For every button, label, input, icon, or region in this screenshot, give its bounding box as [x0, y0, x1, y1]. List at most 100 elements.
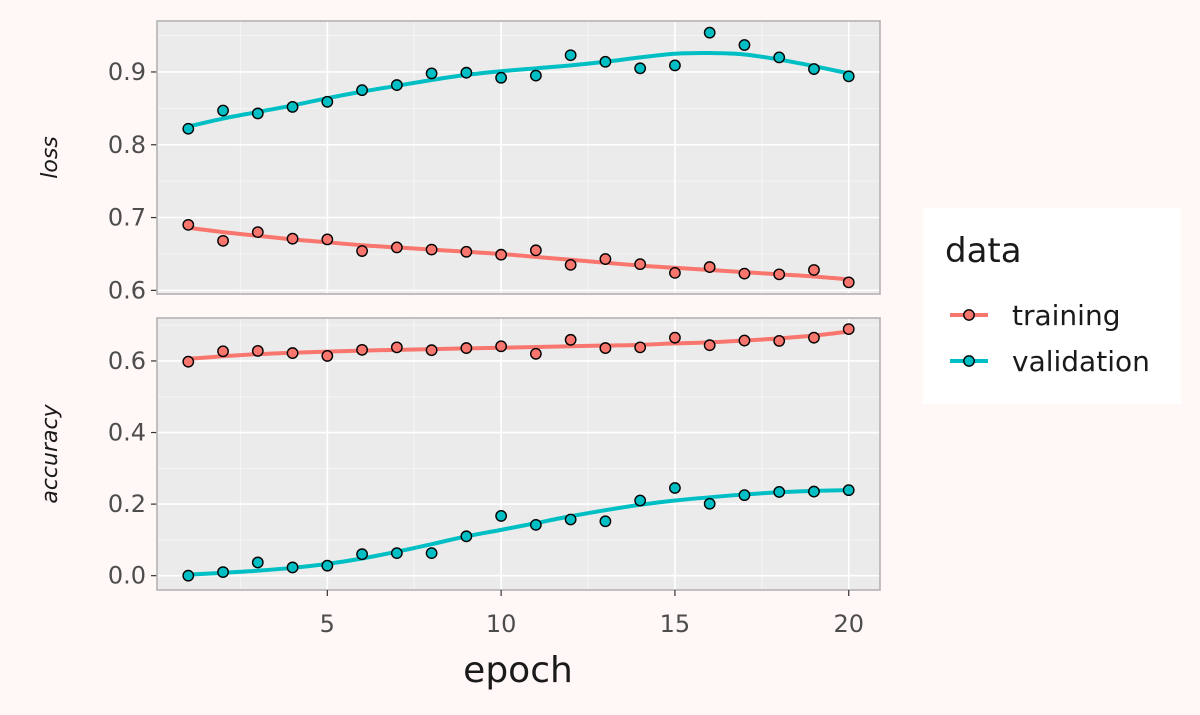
point-training — [460, 245, 473, 258]
point-training — [286, 347, 299, 359]
point-validation — [738, 489, 751, 502]
point-validation — [773, 486, 786, 498]
point-training — [286, 232, 299, 245]
point-training — [356, 245, 368, 257]
y-tick-label: 0.9 — [108, 58, 146, 86]
point-training — [390, 241, 403, 254]
point-training — [842, 276, 855, 289]
point-validation — [425, 547, 438, 560]
point-validation — [460, 530, 473, 543]
point-training — [495, 248, 508, 261]
y-tick-label: 0.6 — [108, 276, 146, 304]
point-validation — [703, 497, 716, 510]
point-validation — [460, 66, 473, 79]
panel-background — [157, 318, 880, 590]
point-training — [808, 331, 820, 344]
point-validation — [217, 566, 229, 579]
point-validation — [286, 101, 299, 113]
point-training — [634, 258, 647, 271]
x-tick-label: 20 — [833, 610, 864, 638]
legend-label-training: training — [1012, 299, 1120, 332]
point-training — [738, 267, 751, 280]
point-training — [495, 340, 508, 353]
point-training — [321, 233, 334, 246]
y-tick-label: 0.2 — [108, 490, 146, 518]
point-training — [425, 344, 438, 357]
legend-background — [923, 208, 1181, 404]
point-validation — [495, 71, 508, 84]
legend-key-point-validation — [963, 355, 975, 367]
point-training — [321, 350, 334, 362]
point-validation — [842, 484, 855, 497]
x-tick-label: 5 — [320, 610, 335, 638]
point-training — [599, 342, 612, 354]
point-validation — [529, 69, 542, 82]
point-validation — [182, 122, 195, 135]
point-training — [738, 334, 751, 347]
point-validation — [564, 49, 577, 62]
x-tick-label: 10 — [486, 610, 517, 638]
point-training — [217, 345, 229, 358]
point-validation — [808, 485, 820, 498]
point-training — [529, 347, 542, 360]
point-validation — [182, 569, 195, 582]
point-validation — [356, 84, 368, 97]
point-validation — [217, 104, 229, 117]
point-validation — [738, 39, 751, 51]
point-training — [182, 355, 195, 368]
point-validation — [669, 482, 681, 494]
point-training — [251, 345, 264, 357]
point-training — [390, 341, 403, 354]
point-training — [564, 258, 577, 271]
panel-accuracy: 0.0 0.2 0.4 0.6 accuracy — [38, 317, 881, 591]
strip-label-accuracy: accuracy — [38, 403, 63, 503]
point-validation — [390, 79, 403, 91]
point-training — [703, 339, 716, 352]
x-axis-title: epoch — [463, 650, 573, 691]
point-validation — [634, 494, 647, 507]
point-training — [773, 268, 786, 281]
point-validation — [634, 62, 647, 75]
y-tick-label: 0.7 — [108, 204, 146, 232]
point-training — [564, 333, 577, 346]
point-training — [703, 261, 716, 273]
point-validation — [390, 547, 403, 560]
point-validation — [321, 559, 334, 572]
point-training — [669, 266, 681, 279]
point-validation — [599, 515, 612, 528]
point-validation — [321, 95, 334, 108]
point-validation — [703, 26, 716, 39]
point-validation — [251, 107, 264, 120]
point-validation — [599, 55, 612, 68]
legend-label-validation: validation — [1012, 345, 1150, 378]
panel-loss: 0.6 0.7 0.8 0.9 loss — [38, 20, 881, 304]
point-validation — [773, 51, 786, 64]
x-tick-label: 15 — [660, 610, 691, 638]
point-training — [425, 243, 438, 256]
point-validation — [669, 59, 681, 72]
point-training — [251, 226, 264, 239]
y-tick-label: 0.0 — [108, 562, 146, 590]
panels-layer: 0.6 0.7 0.8 0.9 loss 0.0 0.2 0.4 0.6 accuracy 5 10 1… — [38, 20, 881, 638]
point-training — [356, 343, 368, 356]
y-tick-label: 0.8 — [108, 131, 146, 159]
point-validation — [495, 510, 508, 522]
legend: data training validation — [923, 208, 1181, 404]
point-training — [182, 218, 195, 231]
point-training — [773, 335, 786, 347]
point-training — [599, 253, 612, 265]
panel-border — [156, 317, 881, 591]
legend-key-point-training — [963, 309, 975, 321]
point-validation — [842, 70, 855, 83]
point-validation — [425, 67, 438, 80]
point-training — [217, 234, 229, 247]
point-training — [808, 264, 820, 276]
point-training — [529, 244, 542, 257]
y-tick-label: 0.4 — [108, 419, 146, 447]
point-training — [634, 341, 647, 354]
point-validation — [356, 548, 368, 561]
point-validation — [286, 561, 299, 574]
point-validation — [808, 63, 820, 75]
point-validation — [529, 518, 542, 531]
